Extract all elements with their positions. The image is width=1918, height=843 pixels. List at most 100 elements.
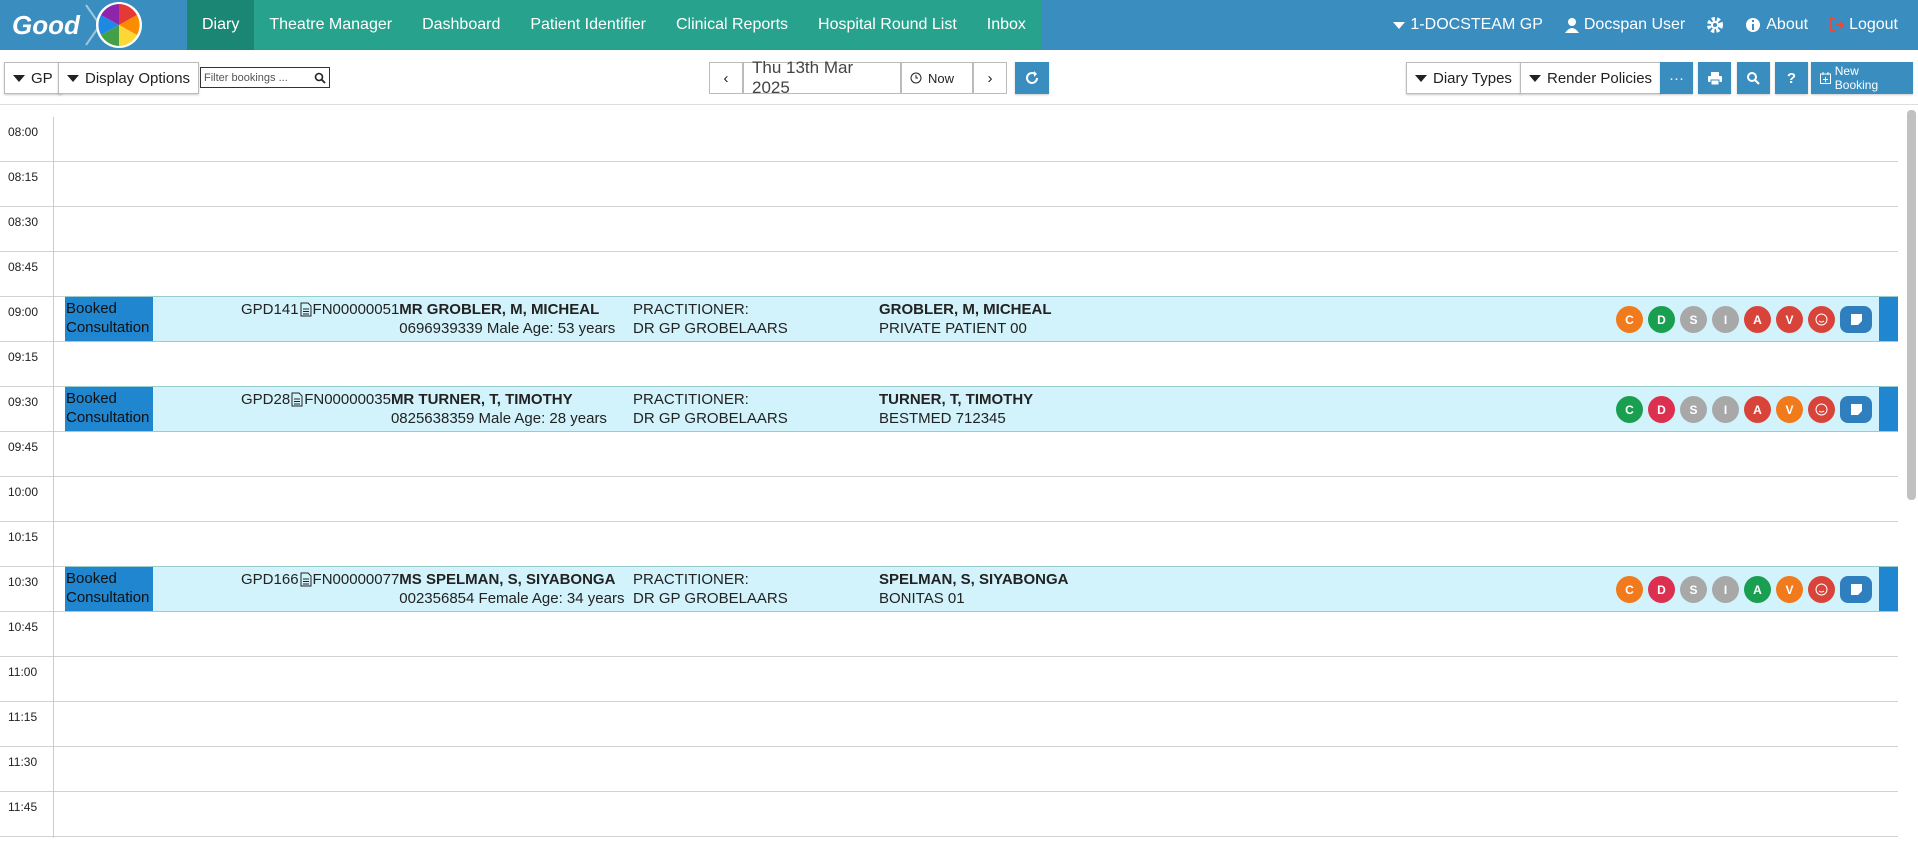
- nav-tab[interactable]: Hospital Round List: [818, 16, 957, 33]
- display-options-label: Display Options: [85, 69, 191, 87]
- action-button[interactable]: V: [1776, 306, 1803, 333]
- smiley-button[interactable]: [1808, 306, 1835, 333]
- action-button[interactable]: C: [1616, 306, 1643, 333]
- nav-tab[interactable]: Patient Identifier: [530, 16, 646, 33]
- now[interactable]: Now: [901, 62, 973, 94]
- booking[interactable]: Booked Consultation GPD141 FN00000051 MR GR…: [65, 296, 1898, 342]
- nav-right: 1-DOCSTEAM GP Docspan User About Logout: [1393, 16, 1918, 34]
- practice-menu[interactable]: 1-DOCSTEAM GP: [1393, 16, 1543, 34]
- help[interactable]: ?: [1775, 62, 1808, 94]
- more[interactable]: ···: [1660, 62, 1693, 94]
- prev-day[interactable]: ‹: [709, 62, 743, 94]
- gp-dropdown[interactable]: GP: [4, 62, 62, 94]
- search[interactable]: [1737, 62, 1770, 94]
- practitioner-label: PRACTITIONER:: [633, 571, 749, 588]
- smiley-button[interactable]: [1808, 396, 1835, 423]
- filter-placeholder: Filter bookings ...: [204, 71, 288, 84]
- action-button[interactable]: D: [1648, 306, 1675, 333]
- time-label: 10:15: [8, 530, 39, 544]
- time-slot[interactable]: 09:15: [0, 342, 1898, 388]
- time-slot[interactable]: 08:15: [0, 162, 1898, 208]
- time-divider: [53, 702, 54, 748]
- practitioner: DR GP GROBELAARS: [633, 320, 788, 337]
- action-button[interactable]: I: [1712, 396, 1739, 423]
- scrollbar[interactable]: [1907, 110, 1916, 500]
- logout[interactable]: Logout: [1830, 16, 1898, 34]
- booking-strip: [1879, 387, 1898, 431]
- note-button[interactable]: [1840, 396, 1872, 423]
- new-booking-label: New Booking: [1834, 64, 1879, 92]
- logo-text: Good: [12, 9, 80, 40]
- time-slot[interactable]: 11:00: [0, 657, 1898, 703]
- account-block: GROBLER, M, MICHEAL PRIVATE PATIENT 00: [879, 300, 1052, 338]
- practitioner-label: PRACTITIONER:: [633, 391, 749, 408]
- time-label: 10:30: [8, 575, 39, 589]
- action-button[interactable]: V: [1776, 576, 1803, 603]
- user-menu[interactable]: Docspan User: [1564, 16, 1685, 34]
- time-slot[interactable]: 11:15: [0, 702, 1898, 748]
- time-slot[interactable]: 10:45: [0, 612, 1898, 658]
- print[interactable]: [1698, 62, 1731, 94]
- note-button[interactable]: [1840, 306, 1872, 333]
- time-slot[interactable]: 09:30 Booked Consultation GPD28 FN00000035 M…: [0, 386, 1898, 433]
- note-button[interactable]: [1840, 576, 1872, 603]
- nav-tab[interactable]: Dashboard: [422, 16, 501, 33]
- time-label: 09:00: [8, 305, 39, 319]
- filter-input[interactable]: Filter bookings ...: [200, 67, 330, 88]
- next-day[interactable]: ›: [973, 62, 1007, 94]
- display-options[interactable]: Display Options: [58, 62, 200, 94]
- time-slot[interactable]: 10:15: [0, 522, 1898, 568]
- nav-tab[interactable]: Clinical Reports: [675, 16, 789, 33]
- account-name: GROBLER, M, MICHEAL: [879, 301, 1052, 318]
- action-button[interactable]: A: [1744, 306, 1771, 333]
- booking-ids: GPD141 FN00000051 MR GROBLER, M, MICHEAL 06…: [241, 300, 615, 338]
- action-button[interactable]: C: [1616, 396, 1643, 423]
- time-slot[interactable]: 10:00: [0, 477, 1898, 523]
- logo[interactable]: Good: [0, 0, 187, 50]
- booking[interactable]: Booked Consultation GPD28 FN00000035 MR TUR…: [65, 386, 1898, 432]
- action-button[interactable]: A: [1744, 396, 1771, 423]
- action-button[interactable]: I: [1712, 306, 1739, 333]
- date[interactable]: Thu 13th Mar 2025: [743, 58, 901, 97]
- time-slot[interactable]: 11:30: [0, 747, 1898, 793]
- patient-name: MR GROBLER, M, MICHEAL: [399, 301, 600, 318]
- time-label: 11:15: [8, 710, 38, 724]
- action-button[interactable]: S: [1680, 576, 1707, 603]
- render-policies[interactable]: Render Policies: [1520, 62, 1662, 94]
- about[interactable]: About: [1745, 16, 1808, 34]
- patient-details: 0825638359 Male Age: 28 years: [390, 410, 607, 427]
- nav-tab[interactable]: Inbox: [986, 16, 1026, 33]
- nav-tab[interactable]: Theatre Manager: [269, 16, 393, 33]
- action-button[interactable]: C: [1616, 576, 1643, 603]
- booking-ref: GPD141: [241, 301, 299, 318]
- action-button[interactable]: D: [1648, 396, 1675, 423]
- time-slot[interactable]: 08:45: [0, 252, 1898, 298]
- render-policies-label: Render Policies: [1547, 69, 1653, 87]
- nav-tab[interactable]: Diary: [187, 0, 255, 50]
- time-slot[interactable]: 08:00: [0, 117, 1898, 163]
- smiley-button[interactable]: [1808, 576, 1835, 603]
- booking[interactable]: Booked Consultation GPD166 FN00000077 MS SP…: [65, 566, 1898, 612]
- time-slot[interactable]: 11:45: [0, 792, 1898, 838]
- time-slot[interactable]: 08:30: [0, 207, 1898, 253]
- patient-name: MS SPELMAN, S, SIYABONGA: [399, 571, 616, 588]
- account-block: TURNER, T, TIMOTHY BESTMED 712345: [879, 390, 1033, 428]
- refresh[interactable]: [1015, 62, 1049, 94]
- action-button[interactable]: I: [1712, 576, 1739, 603]
- new-booking[interactable]: New Booking: [1811, 62, 1913, 94]
- action-button[interactable]: S: [1680, 396, 1707, 423]
- time-slot[interactable]: 09:00 Booked Consultation GPD141 FN00000051…: [0, 296, 1898, 343]
- diary-types[interactable]: Diary Types: [1406, 62, 1521, 94]
- settings[interactable]: [1707, 17, 1724, 33]
- action-button[interactable]: V: [1776, 396, 1803, 423]
- action-button[interactable]: D: [1648, 576, 1675, 603]
- action-button[interactable]: S: [1680, 306, 1707, 333]
- time-slot[interactable]: 10:30 Booked Consultation GPD166 FN00000077…: [0, 566, 1898, 613]
- medical-aid: BESTMED 712345: [879, 410, 1006, 427]
- time-label: 11:00: [8, 665, 38, 679]
- time-divider: [53, 117, 54, 163]
- time-divider: [53, 252, 54, 298]
- booking-status: Booked Consultation: [65, 567, 153, 611]
- action-button[interactable]: A: [1744, 576, 1771, 603]
- time-slot[interactable]: 09:45: [0, 432, 1898, 478]
